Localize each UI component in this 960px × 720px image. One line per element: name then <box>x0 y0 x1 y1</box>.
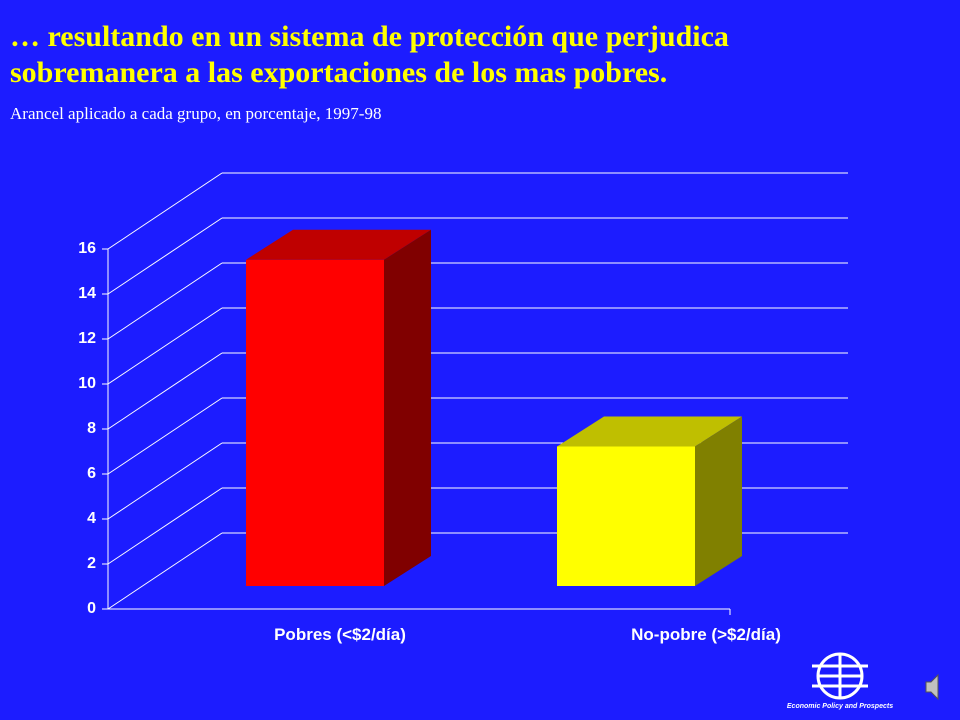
bar <box>557 446 695 586</box>
speaker-icon <box>925 673 939 701</box>
bar-top <box>246 229 431 260</box>
y-tick-label: 4 <box>87 510 96 527</box>
y-tick-label: 6 <box>87 465 96 482</box>
grid-line <box>107 352 223 430</box>
x-tick-label: No-pobre (>$2/día) <box>631 625 781 644</box>
x-tick-label: Pobres (<$2/día) <box>274 625 406 644</box>
speaker <box>925 673 939 701</box>
grid-line <box>107 172 223 250</box>
slide-title: … resultando en un sistema de protección… <box>10 20 729 89</box>
y-tick-label: 16 <box>78 240 96 257</box>
bar-side <box>695 416 742 586</box>
y-tick-label: 2 <box>87 555 96 572</box>
bar-top <box>557 416 742 447</box>
grid-line <box>107 487 223 565</box>
y-tick-label: 8 <box>87 420 96 437</box>
bar <box>246 259 384 586</box>
logo: Economic Policy and Prospects <box>787 652 893 710</box>
grid-line <box>107 217 223 295</box>
y-tick-label: 10 <box>78 375 96 392</box>
grid-line <box>107 307 223 385</box>
y-tick-label: 14 <box>78 285 96 302</box>
grid-line <box>107 262 223 340</box>
subtitle: Arancel aplicado a cada grupo, en porcen… <box>10 104 381 123</box>
y-tick-label: 0 <box>87 600 96 617</box>
grid-line <box>107 397 223 475</box>
y-tick-label: 12 <box>78 330 96 347</box>
bar-side <box>384 229 431 586</box>
grid-line <box>107 532 223 610</box>
logo-text: Economic Policy and Prospects <box>787 703 893 710</box>
grid-line <box>107 442 223 520</box>
